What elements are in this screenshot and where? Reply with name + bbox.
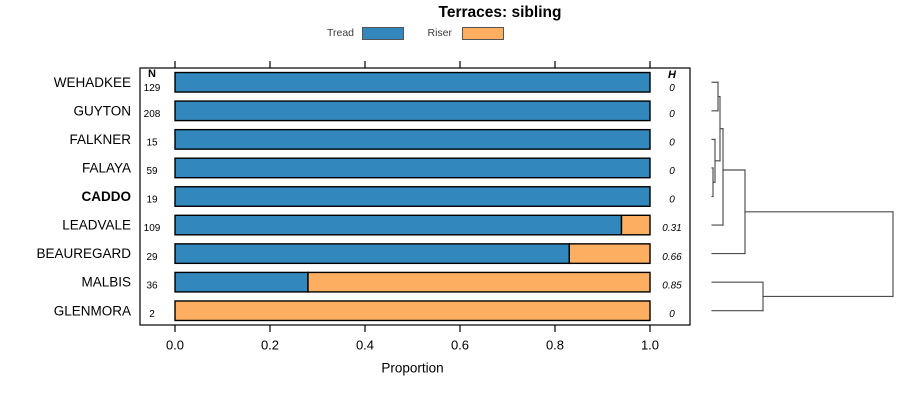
chart-title: Terraces: sibling (438, 4, 562, 21)
h-value: 0 (669, 309, 675, 320)
row-label: GLENMORA (54, 303, 131, 318)
legend-swatch-riser (462, 27, 504, 40)
legend-label-tread: Tread (326, 27, 354, 39)
row-label: MALBIS (81, 275, 131, 290)
bar-tread (174, 214, 623, 236)
h-value: 0.85 (662, 280, 682, 291)
bar-tread (174, 271, 309, 293)
h-value: 0.31 (662, 223, 681, 234)
h-value: 0 (669, 83, 675, 94)
bar-riser (620, 214, 651, 236)
bar-riser (307, 271, 651, 293)
x-axis-label: Proportion (381, 361, 443, 376)
bar-tread (174, 71, 651, 93)
plot-box (139, 67, 691, 326)
h-header: H (668, 69, 677, 81)
row-label: FALKNER (69, 132, 131, 147)
h-value: 0 (669, 109, 675, 120)
h-value: 0.66 (662, 252, 682, 263)
axis-tick-label: 0.0 (166, 337, 184, 352)
row-label: BEAUREGARD (36, 246, 131, 261)
axis-tick-label: 0.6 (451, 337, 469, 352)
axis-tick-label: 0.2 (261, 337, 279, 352)
row-label: LEADVALE (62, 218, 131, 233)
n-value: 15 (146, 138, 158, 149)
n-value: 2 (149, 309, 155, 320)
n-header: N (148, 68, 156, 80)
h-value: 0 (669, 138, 675, 149)
axis-tick-label: 0.4 (356, 337, 374, 352)
row-label: WEHADKEE (54, 75, 131, 90)
n-value: 29 (146, 252, 158, 263)
h-value: 0 (669, 166, 675, 177)
axis-tick-label: 1.0 (641, 337, 659, 352)
legend-swatch-tread (362, 27, 404, 40)
row-label: GUYTON (73, 103, 131, 118)
n-value: 36 (146, 280, 158, 291)
n-value: 208 (144, 109, 161, 120)
row-label: FALAYA (82, 161, 131, 176)
n-value: 19 (146, 195, 158, 206)
bar-riser (174, 300, 651, 322)
n-value: 59 (146, 166, 158, 177)
n-value: 109 (144, 223, 161, 234)
bar-tread (174, 186, 651, 207)
legend-label-riser: Riser (427, 27, 452, 39)
axis-tick-label: 0.8 (546, 337, 564, 352)
bar-tread (174, 243, 570, 265)
bar-tread (174, 100, 651, 122)
h-value: 0 (669, 195, 675, 206)
bar-tread (174, 157, 651, 179)
row-label: CADDO (82, 189, 132, 204)
bar-tread (174, 128, 651, 150)
n-value: 129 (144, 83, 161, 94)
bar-riser (568, 243, 651, 265)
